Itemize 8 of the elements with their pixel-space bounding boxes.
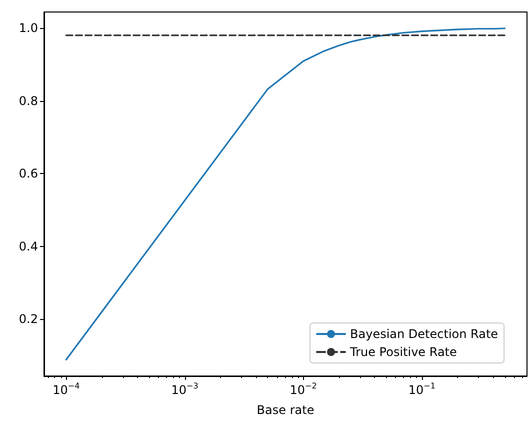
y-tick-label: 1.0 xyxy=(18,21,38,36)
x-axis-title: Base rate xyxy=(256,403,314,417)
y-tick-label: 0.8 xyxy=(18,94,38,108)
y-tick-label: 0.6 xyxy=(18,166,38,181)
y-tick-label: 0.4 xyxy=(18,239,38,254)
y-tick-label: 0.2 xyxy=(18,312,38,326)
legend-label: Bayesian Detection Rate xyxy=(350,327,498,341)
legend-label: True Positive Rate xyxy=(349,345,457,359)
